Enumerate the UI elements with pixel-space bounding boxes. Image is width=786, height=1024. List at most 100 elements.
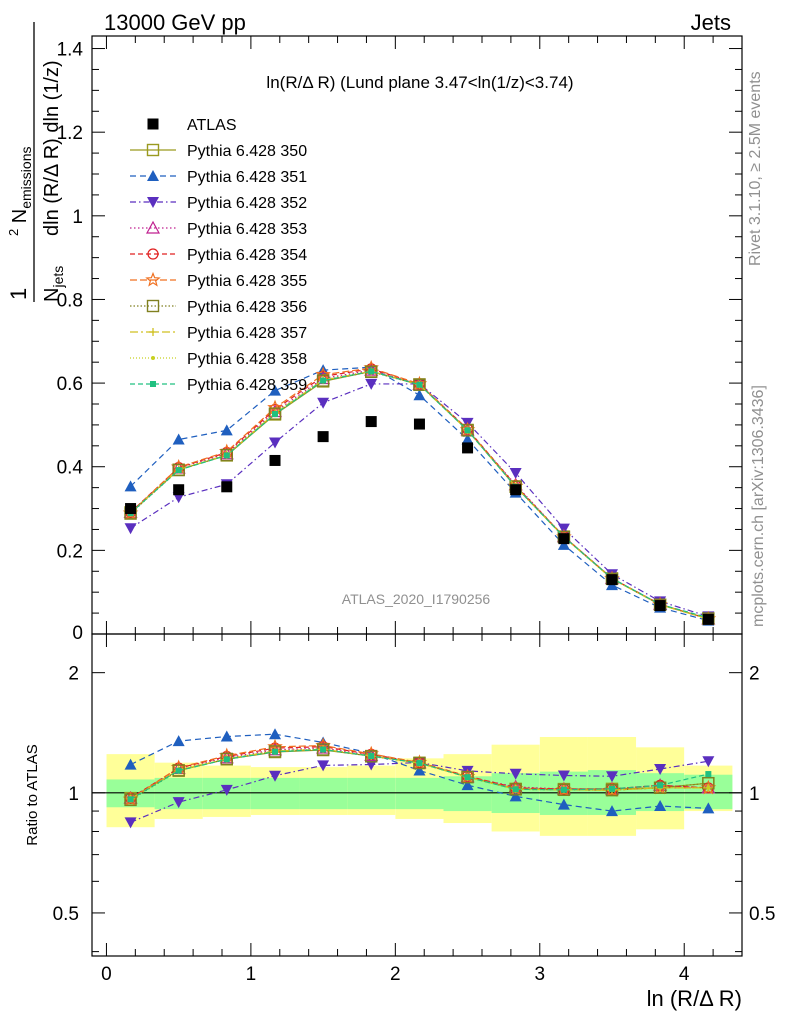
ratio-point [172, 764, 185, 777]
legend-label: Pythia 6.428 354 [187, 247, 307, 264]
ratio-point [269, 728, 282, 740]
ratio-point [606, 805, 618, 817]
legend-entry-p357: Pythia 6.428 357 [130, 325, 307, 342]
series-line-main [130, 368, 709, 620]
y-tick-label: 0.4 [57, 458, 84, 479]
ratio-point [702, 802, 715, 814]
data-point [557, 538, 570, 550]
ratio-y-tick-label-right: 1 [749, 784, 760, 805]
data-point [365, 378, 378, 390]
data-point [269, 454, 281, 466]
band-inner-bin [347, 777, 396, 810]
ratio-point [461, 770, 474, 784]
series-line-main [130, 370, 709, 620]
data-point [462, 442, 474, 454]
plot-title: ln(R/Δ R) (Lund plane 3.47<ln(1/z)<3.74) [266, 73, 573, 92]
data-point [558, 533, 570, 545]
header-jets: Jets [691, 10, 731, 35]
legend-entry-p358: Pythia 6.428 358 [130, 351, 307, 368]
ratio-point [320, 746, 327, 753]
ratio-y-tick-label: 1 [68, 784, 79, 805]
data-point [172, 463, 185, 477]
data-point [223, 452, 230, 459]
legend-entry-p359: Pythia 6.428 359 [130, 377, 307, 394]
ratio-point [606, 771, 618, 783]
data-point [413, 389, 426, 401]
x-tick-label: 1 [246, 964, 257, 985]
ratio-point [172, 735, 185, 747]
analysis-watermark: ATLAS_2020_I1790256 [342, 591, 491, 607]
data-point [220, 448, 233, 462]
ratio-point [702, 756, 715, 768]
data-point [175, 467, 182, 474]
ratio-y-tick-label-right: 2 [749, 664, 760, 685]
legend-marker [147, 197, 159, 208]
ratio-point [464, 774, 471, 781]
plot-frames [91, 35, 743, 957]
ratio-point [317, 760, 330, 772]
series-line-main [130, 370, 709, 620]
ratio-point [512, 786, 519, 793]
series-line-main [130, 371, 709, 620]
legend-marker [145, 271, 161, 287]
data-point [317, 431, 329, 443]
legend-label: Pythia 6.428 351 [187, 169, 307, 186]
x-axis-label: ln (R/Δ R) [647, 986, 742, 1011]
axis-ticks: 0 1 2 3 4 0.2 0.4 0.6 0.8 1 1.2 1.4 0 0.5 0.5 1 1 2 2 [53, 36, 775, 985]
legend-label: Pythia 6.428 352 [187, 195, 307, 212]
svg-text:2 Nemissions: 2 Nemissions [6, 147, 34, 236]
ratio-plot-frame [91, 633, 743, 957]
ratio-point [609, 785, 615, 792]
legend-label: Pythia 6.428 359 [187, 377, 307, 394]
ratio-point [124, 758, 137, 770]
legend-marker [146, 143, 160, 157]
legend-label: Pythia 6.428 350 [187, 143, 307, 160]
data-point [416, 381, 423, 388]
legend-entry-p352: Pythia 6.428 352 [130, 195, 307, 212]
y-tick-label: 1 [72, 207, 83, 228]
ratio-point [557, 770, 570, 782]
legend-label: Pythia 6.428 355 [187, 273, 307, 290]
ratio-point [557, 798, 570, 810]
svg-text:dln (R/Δ R) dln (1/z): dln (R/Δ R) dln (1/z) [41, 60, 63, 236]
x-tick-label: 3 [534, 964, 545, 985]
ratio-point [706, 785, 711, 790]
ratio-point [220, 730, 233, 742]
data-point [272, 411, 279, 418]
data-point [173, 484, 185, 496]
mcplots-label: mcplots.cern.ch [arXiv:1306.3436] [750, 385, 767, 627]
legend-marker [145, 220, 161, 234]
band-inner-bin [299, 777, 348, 810]
series-line-main [130, 366, 709, 622]
rivet-label: Rivet 3.1.10, ≥ 2.5M events [747, 71, 764, 266]
data-point [125, 503, 137, 515]
data-point [172, 433, 185, 445]
y-tick-label: 1.2 [57, 123, 83, 144]
data-point [124, 480, 137, 492]
ratio-point [657, 782, 664, 789]
band-inner-bin [250, 777, 300, 810]
y-tick-label-zero: 0 [72, 623, 83, 644]
legend-marker [147, 170, 159, 181]
ratio-point [175, 767, 182, 774]
legend-entry-data: ATLAS [147, 117, 237, 134]
x-tick-label: 4 [679, 964, 690, 985]
legend-entry-p353: Pythia 6.428 353 [130, 220, 307, 238]
legend-marker [147, 118, 159, 130]
ratio-point [220, 752, 233, 766]
ratio-y-axis-label: Ratio to ATLAS [24, 744, 41, 845]
svg-text:1: 1 [6, 288, 31, 300]
ratio-point [220, 784, 233, 796]
series-line-main [130, 370, 709, 619]
ratio-point [461, 779, 474, 791]
ratio-point [416, 760, 423, 767]
data-point [365, 365, 378, 378]
legend-label: Pythia 6.428 357 [187, 325, 307, 342]
y-tick-label: 1.4 [57, 40, 84, 61]
ratio-y-tick-label: 2 [68, 664, 79, 685]
data-point [220, 424, 233, 436]
header-energy: 13000 GeV pp [104, 10, 246, 35]
data-point [221, 481, 233, 493]
ratio-point [269, 770, 282, 782]
